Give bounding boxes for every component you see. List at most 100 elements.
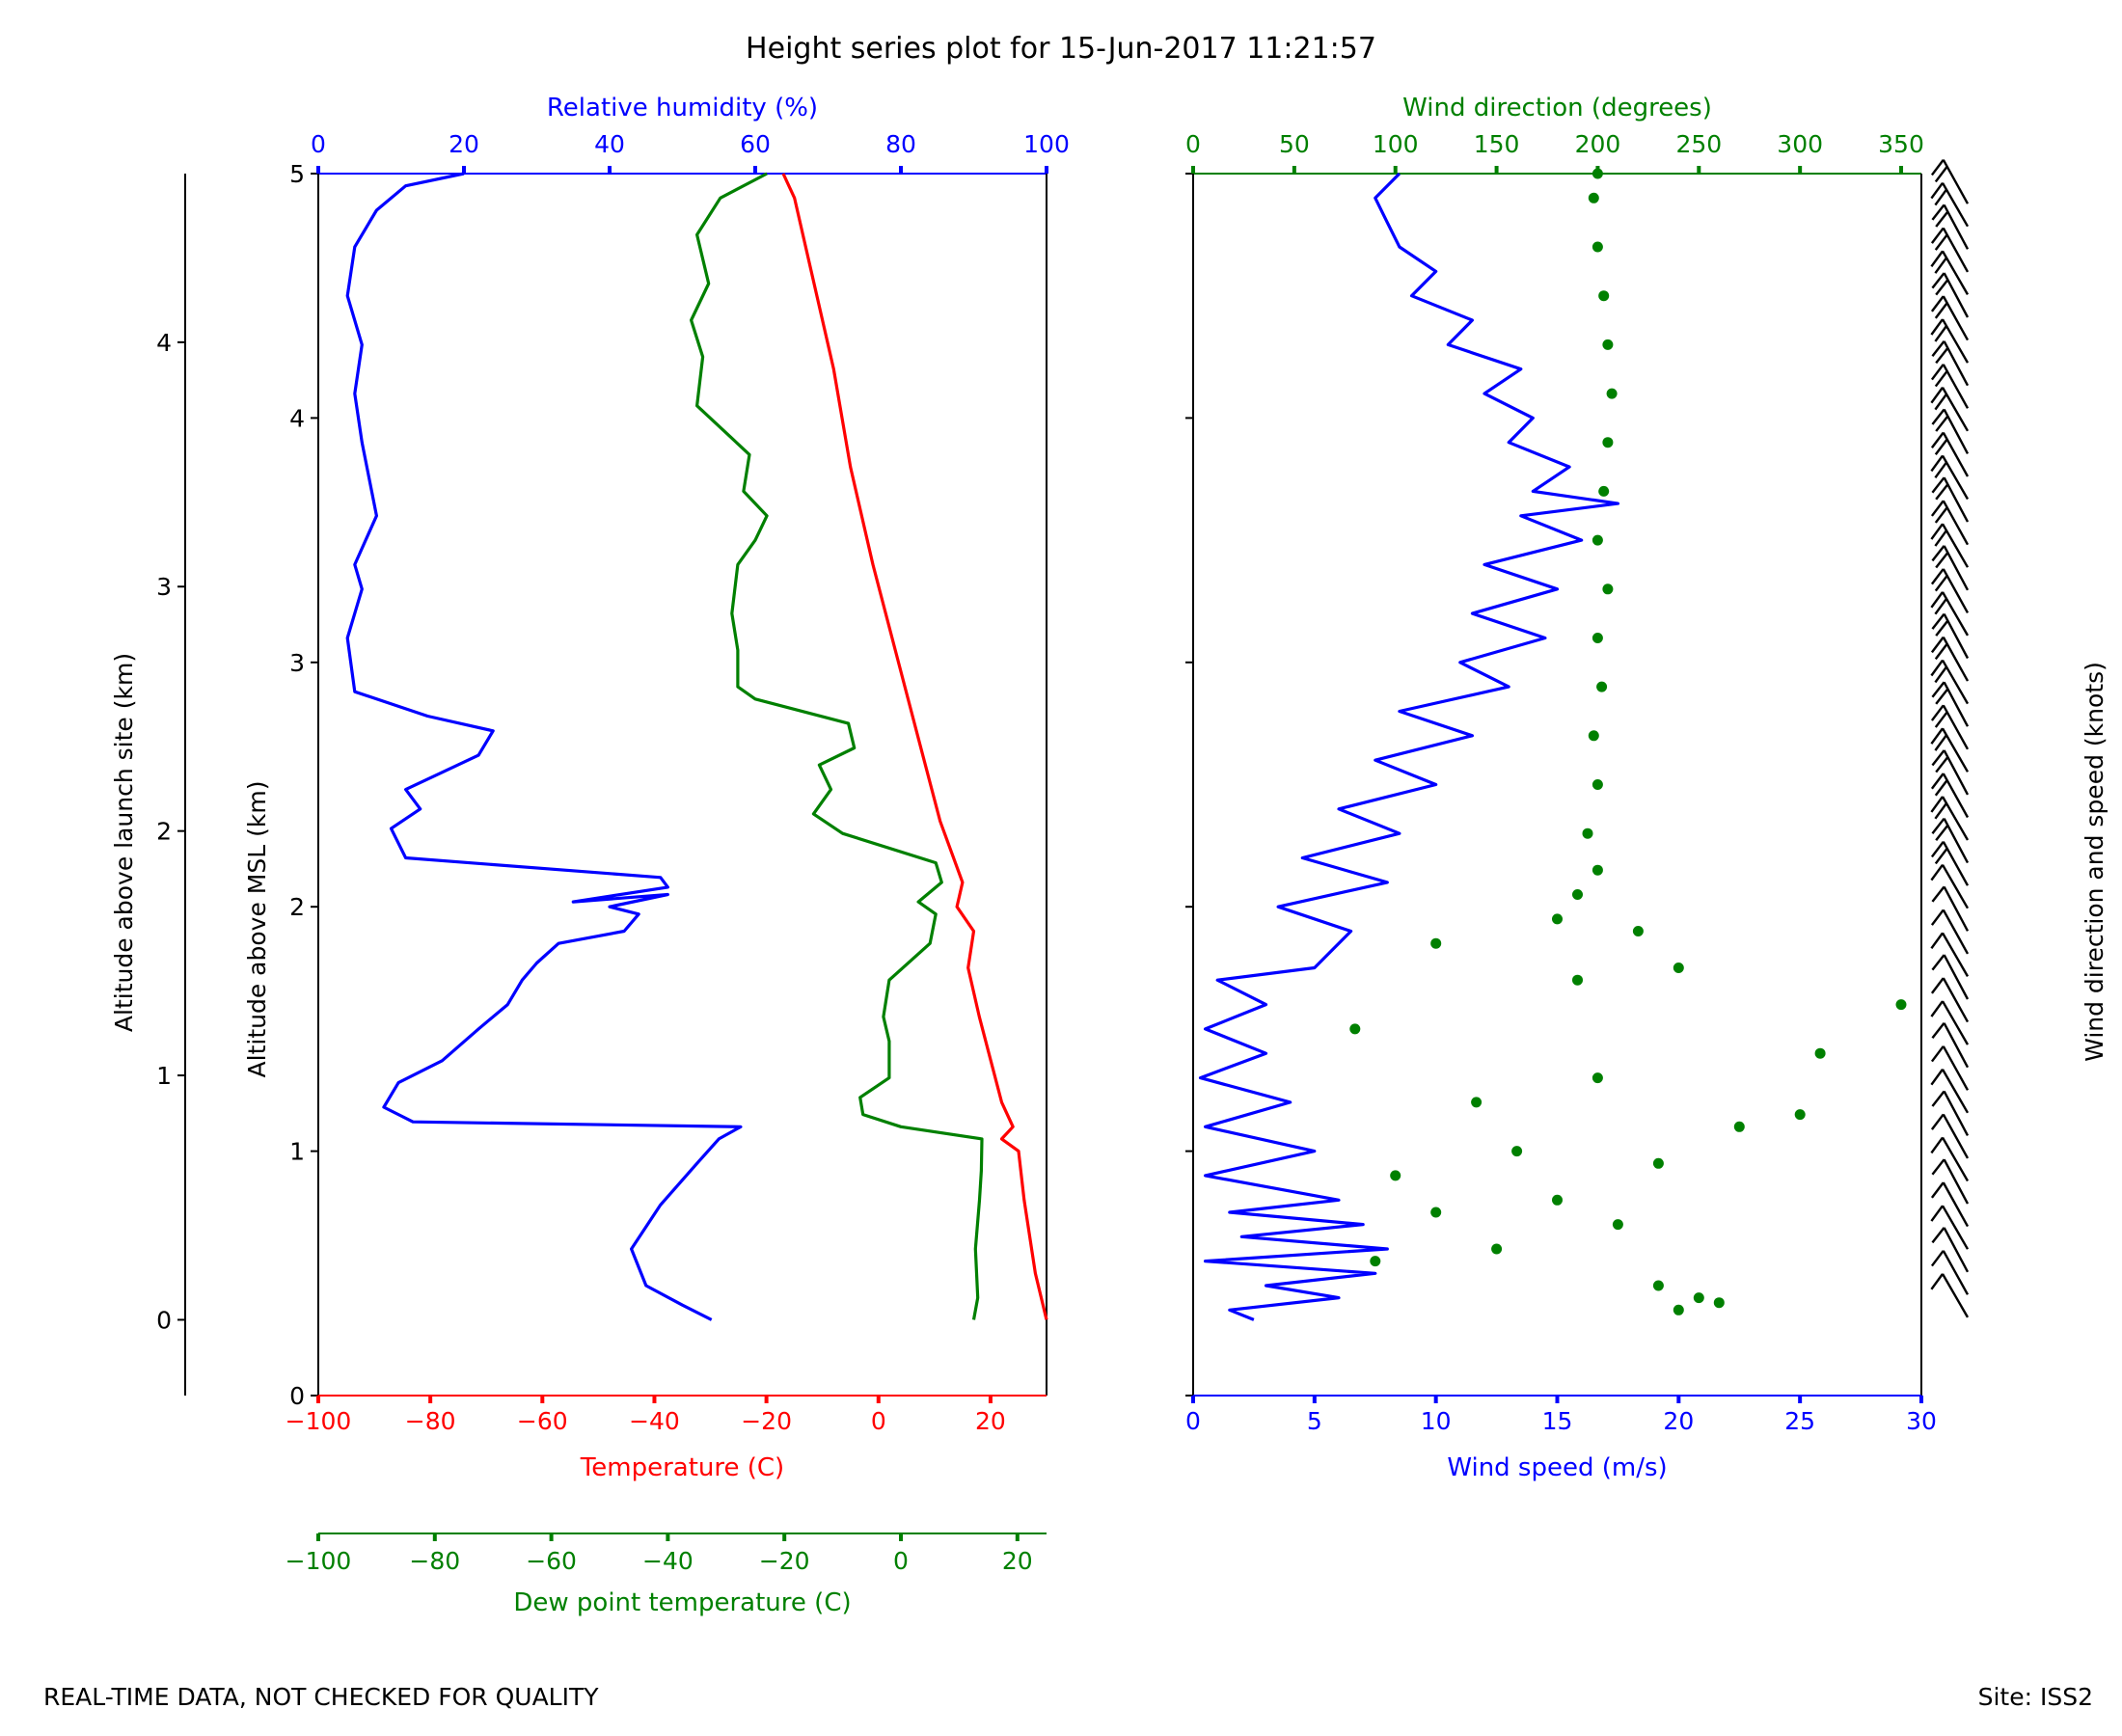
- wind-dir-point: [1602, 437, 1614, 448]
- wind-barb: [1930, 840, 1970, 886]
- barb-feather: [1930, 1136, 1944, 1154]
- wind-dir-point: [1592, 168, 1603, 179]
- barb-staff: [1942, 704, 1970, 750]
- wind-barb: [1930, 1136, 1970, 1182]
- wind-speed-tick-label: 5: [1307, 1407, 1322, 1435]
- wind-barb: [1930, 591, 1970, 637]
- barb-feather: [1930, 431, 1945, 448]
- barb-staff: [1943, 476, 1970, 523]
- msl-axis-label: Altitude above MSL (km): [243, 781, 271, 1078]
- wind-barb: [1930, 796, 1970, 841]
- barb-feather: [1935, 347, 1949, 365]
- wind-barb: [1931, 954, 1970, 1000]
- barb-feather: [1934, 461, 1947, 479]
- wind-dir-point: [1612, 1219, 1623, 1231]
- barb-feather: [1935, 688, 1949, 705]
- barb-feather: [1934, 779, 1948, 797]
- series-wind-speed: [1198, 172, 1619, 1321]
- wind-speed-tick-label: 25: [1784, 1407, 1815, 1435]
- wind-dir-tick-label: 300: [1777, 130, 1823, 158]
- launch-tick-label: 4: [156, 329, 172, 357]
- wind-barb: [1930, 250, 1970, 295]
- barb-feather: [1931, 885, 1945, 903]
- wind-barb: [1930, 932, 1970, 978]
- series-dew-point-temperature: [690, 172, 984, 1320]
- wind-dir-point: [1673, 963, 1684, 973]
- wind-barb: [1931, 885, 1970, 932]
- chart-title: Height series plot for 15-Jun-2017 11:21…: [746, 32, 1376, 66]
- wind-barb: [1931, 612, 1970, 660]
- barb-staff: [1942, 977, 1970, 1023]
- barb-feather: [1930, 523, 1944, 540]
- barb-staff: [1943, 681, 1970, 727]
- series-relative-humidity: [345, 172, 743, 1321]
- barb-staff: [1942, 431, 1970, 477]
- barb-feather: [1930, 704, 1945, 721]
- barb-staff: [1942, 1113, 1970, 1159]
- barb-feather: [1934, 734, 1947, 751]
- barb-staff: [1943, 818, 1970, 864]
- wind-dir-point: [1349, 1023, 1361, 1035]
- barb-staff: [1943, 408, 1970, 454]
- barb-feather: [1934, 302, 1948, 319]
- wind-barb: [1931, 340, 1970, 387]
- barb-staff: [1941, 727, 1970, 773]
- barb-staff: [1941, 1000, 1970, 1045]
- wind-barb: [1930, 318, 1970, 364]
- dewpoint-tick-label: −60: [526, 1547, 577, 1575]
- wind-dir-point: [1794, 1109, 1806, 1121]
- wind-barb: [1930, 636, 1970, 682]
- barb-staff: [1942, 500, 1970, 546]
- barb-staff: [1943, 203, 1970, 250]
- wind-dir-point: [1895, 999, 1907, 1011]
- dewpoint-tick-label: 20: [1002, 1547, 1033, 1575]
- wind-dir-point: [1511, 1146, 1523, 1157]
- barb-feather: [1934, 665, 1947, 684]
- barb-feather: [1931, 476, 1945, 494]
- launch-tick-label: 2: [156, 818, 172, 846]
- wind-dir-point: [1430, 1207, 1442, 1218]
- barb-staff: [1942, 295, 1970, 341]
- barb-staff: [1942, 1045, 1970, 1091]
- barb-feather: [1930, 1273, 1944, 1290]
- barb-staff: [1942, 637, 1970, 682]
- barb-feather: [1934, 642, 1948, 661]
- barb-staff: [1941, 659, 1970, 705]
- wind-dir-point: [1588, 192, 1599, 203]
- temperature-axis-label: Temperature (C): [580, 1453, 784, 1482]
- barb-staff: [1943, 272, 1970, 318]
- barb-feather: [1930, 387, 1944, 404]
- barb-feather: [1934, 847, 1948, 865]
- wind-dir-point: [1552, 913, 1563, 925]
- launch-tick-label: 0: [156, 1306, 172, 1334]
- wind-dir-point: [1673, 1304, 1684, 1316]
- msl-tick-label: 0: [289, 1382, 305, 1410]
- wind-barb: [1930, 227, 1970, 273]
- barb-feather: [1930, 796, 1944, 813]
- barb-feather: [1934, 506, 1948, 524]
- wind-barb: [1931, 476, 1970, 523]
- wind-dir-point: [1582, 827, 1593, 839]
- rh-tick-label: 100: [1023, 130, 1070, 158]
- barb-staff: [1942, 1181, 1970, 1228]
- wind-dir-point: [1632, 926, 1644, 936]
- barb-feather: [1930, 591, 1944, 609]
- barb-feather: [1934, 393, 1947, 411]
- barb-feather: [1930, 932, 1944, 950]
- barb-staff: [1941, 250, 1970, 295]
- msl-tick-label: 3: [289, 649, 305, 677]
- wind-barb: [1930, 1069, 1970, 1114]
- wind-dir-point: [1606, 388, 1618, 399]
- rh-tick-label: 20: [449, 130, 479, 158]
- barb-feather: [1930, 568, 1945, 585]
- msl-tick-label: 5: [289, 160, 305, 188]
- barb-feather: [1934, 233, 1948, 251]
- barb-staff: [1941, 318, 1970, 364]
- barb-feather: [1930, 454, 1944, 473]
- barb-staff: [1942, 909, 1970, 955]
- barb-staff: [1941, 591, 1970, 637]
- barb-feather: [1934, 438, 1948, 455]
- barb-feather: [1930, 364, 1945, 381]
- launch-tick-label: 3: [156, 573, 172, 601]
